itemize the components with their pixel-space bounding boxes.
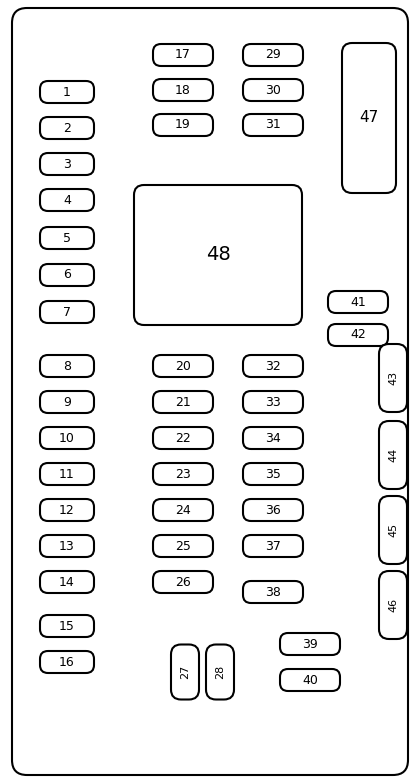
Text: 15: 15 (59, 619, 75, 633)
FancyBboxPatch shape (328, 291, 388, 313)
Text: 6: 6 (63, 269, 71, 282)
FancyBboxPatch shape (171, 644, 199, 699)
FancyBboxPatch shape (280, 669, 340, 691)
FancyBboxPatch shape (243, 499, 303, 521)
FancyBboxPatch shape (153, 44, 213, 66)
FancyBboxPatch shape (342, 43, 396, 193)
FancyBboxPatch shape (379, 344, 407, 412)
Text: 39: 39 (302, 637, 318, 651)
FancyBboxPatch shape (243, 463, 303, 485)
Text: 42: 42 (350, 329, 366, 341)
Text: 46: 46 (388, 598, 398, 612)
Text: 19: 19 (175, 118, 191, 132)
FancyBboxPatch shape (134, 185, 302, 325)
FancyBboxPatch shape (153, 79, 213, 101)
Text: 34: 34 (265, 431, 281, 445)
FancyBboxPatch shape (40, 301, 94, 323)
FancyBboxPatch shape (243, 44, 303, 66)
FancyBboxPatch shape (12, 8, 408, 775)
Text: 38: 38 (265, 586, 281, 598)
Text: 31: 31 (265, 118, 281, 132)
FancyBboxPatch shape (40, 264, 94, 286)
FancyBboxPatch shape (153, 114, 213, 136)
FancyBboxPatch shape (40, 391, 94, 413)
FancyBboxPatch shape (206, 644, 234, 699)
FancyBboxPatch shape (40, 427, 94, 449)
Text: 21: 21 (175, 395, 191, 409)
Text: 2: 2 (63, 121, 71, 135)
Text: 32: 32 (265, 359, 281, 373)
Text: 14: 14 (59, 576, 75, 589)
FancyBboxPatch shape (243, 79, 303, 101)
FancyBboxPatch shape (280, 633, 340, 655)
FancyBboxPatch shape (153, 463, 213, 485)
FancyBboxPatch shape (40, 117, 94, 139)
FancyBboxPatch shape (153, 355, 213, 377)
Text: 33: 33 (265, 395, 281, 409)
FancyBboxPatch shape (40, 189, 94, 211)
Text: 30: 30 (265, 84, 281, 96)
FancyBboxPatch shape (40, 153, 94, 175)
Text: 17: 17 (175, 49, 191, 62)
FancyBboxPatch shape (40, 499, 94, 521)
Text: 37: 37 (265, 539, 281, 553)
Text: 9: 9 (63, 395, 71, 409)
Text: 23: 23 (175, 467, 191, 481)
Text: 41: 41 (350, 295, 366, 309)
FancyBboxPatch shape (379, 421, 407, 489)
FancyBboxPatch shape (243, 391, 303, 413)
Text: 7: 7 (63, 305, 71, 319)
Text: 20: 20 (175, 359, 191, 373)
FancyBboxPatch shape (153, 391, 213, 413)
Text: 16: 16 (59, 655, 75, 669)
FancyBboxPatch shape (153, 571, 213, 593)
Text: 4: 4 (63, 193, 71, 207)
FancyBboxPatch shape (40, 227, 94, 249)
Text: 47: 47 (360, 110, 378, 125)
Text: 25: 25 (175, 539, 191, 553)
Text: 3: 3 (63, 157, 71, 171)
Text: 28: 28 (215, 665, 225, 679)
Text: 26: 26 (175, 576, 191, 589)
FancyBboxPatch shape (40, 81, 94, 103)
Text: 44: 44 (388, 448, 398, 462)
FancyBboxPatch shape (153, 499, 213, 521)
Text: 10: 10 (59, 431, 75, 445)
Text: 12: 12 (59, 503, 75, 517)
FancyBboxPatch shape (40, 571, 94, 593)
Text: 8: 8 (63, 359, 71, 373)
Text: 22: 22 (175, 431, 191, 445)
Text: 29: 29 (265, 49, 281, 62)
FancyBboxPatch shape (243, 114, 303, 136)
Text: 43: 43 (388, 371, 398, 385)
FancyBboxPatch shape (379, 571, 407, 639)
Text: 36: 36 (265, 503, 281, 517)
Text: 18: 18 (175, 84, 191, 96)
FancyBboxPatch shape (40, 535, 94, 557)
Text: 35: 35 (265, 467, 281, 481)
FancyBboxPatch shape (153, 535, 213, 557)
FancyBboxPatch shape (243, 427, 303, 449)
FancyBboxPatch shape (40, 463, 94, 485)
FancyBboxPatch shape (243, 535, 303, 557)
Text: 5: 5 (63, 232, 71, 244)
Text: 48: 48 (206, 246, 231, 265)
Text: 24: 24 (175, 503, 191, 517)
FancyBboxPatch shape (40, 615, 94, 637)
FancyBboxPatch shape (243, 355, 303, 377)
Text: 40: 40 (302, 673, 318, 687)
FancyBboxPatch shape (379, 496, 407, 564)
Text: 13: 13 (59, 539, 75, 553)
Text: 1: 1 (63, 85, 71, 99)
Text: 45: 45 (388, 523, 398, 537)
FancyBboxPatch shape (40, 355, 94, 377)
FancyBboxPatch shape (328, 324, 388, 346)
Text: 11: 11 (59, 467, 75, 481)
FancyBboxPatch shape (40, 651, 94, 673)
Text: 27: 27 (180, 665, 190, 679)
FancyBboxPatch shape (243, 581, 303, 603)
FancyBboxPatch shape (153, 427, 213, 449)
